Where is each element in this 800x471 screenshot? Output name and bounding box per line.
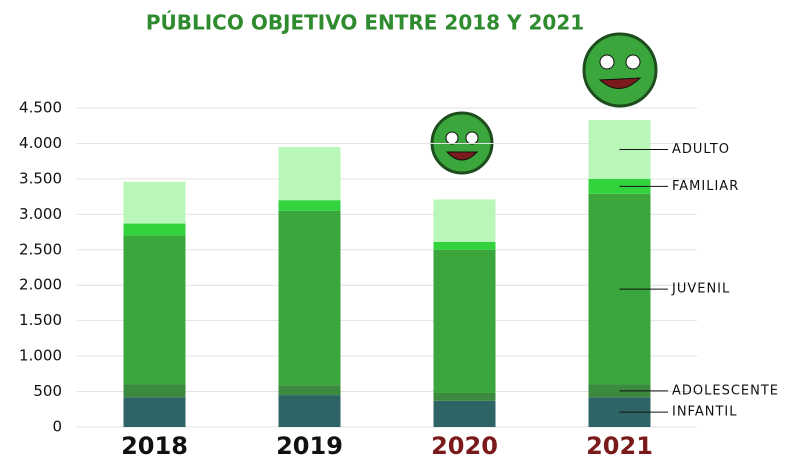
bar-segment	[123, 384, 186, 398]
y-tick-label: 0	[52, 418, 62, 436]
bar-segment	[278, 210, 341, 386]
bar-segment	[433, 400, 496, 427]
bar-segment	[123, 397, 186, 427]
x-tick-label: 2021	[586, 432, 653, 460]
y-tick-label: 4.500	[19, 99, 62, 117]
legend-label: FAMILIAR	[672, 179, 739, 194]
legend-label: INFANTIL	[672, 405, 737, 420]
virus-icon	[582, 32, 658, 108]
y-tick-label: 2.500	[19, 240, 62, 258]
bar-segment	[433, 249, 496, 393]
legend-label: ADULTO	[672, 142, 730, 157]
x-tick-label: 2018	[121, 432, 188, 460]
y-tick-label: 1.500	[19, 311, 62, 329]
legend-label: ADOLESCENTE	[672, 383, 779, 398]
x-tick-label: 2019	[276, 432, 343, 460]
bar-segment	[433, 199, 496, 242]
bar-segment	[433, 392, 496, 401]
bar-segment	[123, 235, 186, 385]
y-tick-label: 500	[33, 382, 62, 400]
bar-segment	[278, 395, 341, 427]
y-tick-label: 3.500	[19, 169, 62, 187]
y-tick-label: 3.000	[19, 205, 62, 223]
chart-title: PÚBLICO OBJETIVO ENTRE 2018 Y 2021	[146, 11, 584, 35]
bar-segment	[123, 223, 186, 236]
bar-segment	[278, 200, 341, 211]
bar-segment	[278, 146, 341, 201]
bar-segment	[278, 385, 341, 396]
y-tick-label: 1.000	[19, 347, 62, 365]
bar-segment	[433, 241, 496, 250]
legend-label: JUVENIL	[671, 282, 730, 297]
bar-segment	[123, 181, 186, 224]
x-tick-label: 2020	[431, 432, 498, 460]
y-tick-label: 2.000	[19, 276, 62, 294]
y-tick-label: 4.000	[19, 134, 62, 152]
